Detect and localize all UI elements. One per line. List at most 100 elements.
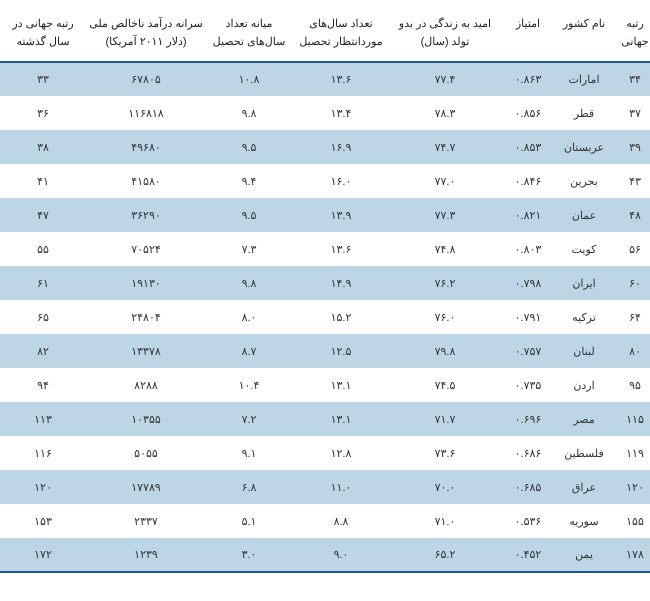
- table-row: ۴۳بحرین۰.۸۴۶۷۷.۰۱۶.۰۹.۴۴۱۵۸۰۴۱: [0, 164, 642, 198]
- cell: ۷۶.۲: [374, 266, 484, 300]
- cell: ۱۳.۴: [276, 96, 374, 130]
- cell: لبنان: [540, 334, 596, 368]
- cell: فلسطین: [540, 436, 596, 470]
- cell: ۷۴.۵: [374, 368, 484, 402]
- col-header-c0: رتبه جهانی: [596, 10, 642, 62]
- cell: ۱۵۳: [0, 504, 70, 538]
- cell: ۹.۱: [190, 436, 276, 470]
- cell: ۷۷.۳: [374, 198, 484, 232]
- cell: ۰.۴۵۲: [484, 538, 540, 572]
- cell: ۰.۸۰۳: [484, 232, 540, 266]
- cell: ۱۱۳: [0, 402, 70, 436]
- table-row: ۹۵اردن۰.۷۳۵۷۴.۵۱۳.۱۱۰.۴۸۲۸۸۹۴: [0, 368, 642, 402]
- cell: ۷.۳: [190, 232, 276, 266]
- cell: ۱۲۰: [0, 470, 70, 504]
- cell: ۱۷۷۸۹: [70, 470, 190, 504]
- cell: ۹۴: [0, 368, 70, 402]
- cell: کویت: [540, 232, 596, 266]
- table-row: ۱۱۵مصر۰.۶۹۶۷۱.۷۱۳.۱۷.۲۱۰۳۵۵۱۱۳: [0, 402, 642, 436]
- cell: ۱۰.۴: [190, 368, 276, 402]
- cell: ۳۶۲۹۰: [70, 198, 190, 232]
- cell: ۱۰۳۵۵: [70, 402, 190, 436]
- cell: ۵.۱: [190, 504, 276, 538]
- cell: ۶.۸: [190, 470, 276, 504]
- cell: ۱۵.۲: [276, 300, 374, 334]
- cell: ترکیه: [540, 300, 596, 334]
- cell: ۷۴.۸: [374, 232, 484, 266]
- cell: ۰.۶۸۶: [484, 436, 540, 470]
- cell: ۳۷: [596, 96, 642, 130]
- cell: ۷.۲: [190, 402, 276, 436]
- cell: ۷۹.۸: [374, 334, 484, 368]
- table-row: ۱۲۰عراق۰.۶۸۵۷۰.۰۱۱.۰۶.۸۱۷۷۸۹۱۲۰: [0, 470, 642, 504]
- table-row: ۵۶کویت۰.۸۰۳۷۴.۸۱۳.۶۷.۳۷۰۵۲۴۵۵: [0, 232, 642, 266]
- cell: ۱۱۵: [596, 402, 642, 436]
- table-row: ۳۴امارات۰.۸۶۳۷۷.۴۱۳.۶۱۰.۸۶۷۸۰۵۳۳: [0, 62, 642, 96]
- cell: یمن: [540, 538, 596, 572]
- cell: ۷۶.۰: [374, 300, 484, 334]
- table-row: ۶۰ایران۰.۷۹۸۷۶.۲۱۴.۹۹.۸۱۹۱۳۰۶۱: [0, 266, 642, 300]
- cell: ۶۵.۲: [374, 538, 484, 572]
- cell: ۰.۸۴۶: [484, 164, 540, 198]
- cell: ۷۷.۰: [374, 164, 484, 198]
- cell: ۴۳: [596, 164, 642, 198]
- cell: ۰.۸۶۳: [484, 62, 540, 96]
- cell: ۱۶.۹: [276, 130, 374, 164]
- cell: ۹.۸: [190, 96, 276, 130]
- cell: ۰.۸۵۳: [484, 130, 540, 164]
- col-header-c7: رتبه جهانی در سال گذشته: [0, 10, 70, 62]
- cell: ۱۱.۰: [276, 470, 374, 504]
- col-header-c4: تعداد سال‌های موردانتظار تحصیل: [276, 10, 374, 62]
- cell: ۶۴: [596, 300, 642, 334]
- cell: عراق: [540, 470, 596, 504]
- cell: ۷۱.۰: [374, 504, 484, 538]
- cell: ۱۳.۶: [276, 232, 374, 266]
- cell: عمان: [540, 198, 596, 232]
- cell: ۱۷۲: [0, 538, 70, 572]
- cell: ۶۵: [0, 300, 70, 334]
- cell: ۱۴.۹: [276, 266, 374, 300]
- cell: ۱۹۱۳۰: [70, 266, 190, 300]
- cell: ۰.۵۳۶: [484, 504, 540, 538]
- col-header-c6: سرانه درآمد ناخالص ملی (دلار ۲۰۱۱ آمریکا…: [70, 10, 190, 62]
- cell: ۶۱: [0, 266, 70, 300]
- table-row: ۸۰لبنان۰.۷۵۷۷۹.۸۱۲.۵۸.۷۱۳۳۷۸۸۲: [0, 334, 642, 368]
- data-table-wrapper: رتبه جهانینام کشورامتیازامید به زندگی در…: [0, 0, 650, 583]
- cell: ۱۱۹: [596, 436, 642, 470]
- cell: ۴۸: [596, 198, 642, 232]
- cell: ۲۴۸۰۴: [70, 300, 190, 334]
- cell: ۰.۶۸۵: [484, 470, 540, 504]
- table-header-row: رتبه جهانینام کشورامتیازامید به زندگی در…: [0, 10, 642, 62]
- cell: سوریه: [540, 504, 596, 538]
- cell: ۱۵۵: [596, 504, 642, 538]
- cell: ۷۷.۴: [374, 62, 484, 96]
- cell: ۱۳.۶: [276, 62, 374, 96]
- cell: ۸.۷: [190, 334, 276, 368]
- col-header-c5: میانه تعداد سال‌های تحصیل: [190, 10, 276, 62]
- cell: ۸.۰: [190, 300, 276, 334]
- cell: ۳۶: [0, 96, 70, 130]
- cell: ۹.۵: [190, 198, 276, 232]
- cell: ۵۵: [0, 232, 70, 266]
- cell: مصر: [540, 402, 596, 436]
- cell: ۱۲.۵: [276, 334, 374, 368]
- cell: ۰.۷۹۱: [484, 300, 540, 334]
- cell: ۹۵: [596, 368, 642, 402]
- cell: امارات: [540, 62, 596, 96]
- cell: اردن: [540, 368, 596, 402]
- cell: ۳۹: [596, 130, 642, 164]
- cell: بحرین: [540, 164, 596, 198]
- cell: ۳۴: [596, 62, 642, 96]
- col-header-c2: امتیاز: [484, 10, 540, 62]
- cell: ۰.۸۵۶: [484, 96, 540, 130]
- table-row: ۶۴ترکیه۰.۷۹۱۷۶.۰۱۵.۲۸.۰۲۴۸۰۴۶۵: [0, 300, 642, 334]
- cell: ۴۱: [0, 164, 70, 198]
- cell: ۸.۸: [276, 504, 374, 538]
- cell: ۷۸.۳: [374, 96, 484, 130]
- cell: ۱۷۸: [596, 538, 642, 572]
- cell: ۸۲: [0, 334, 70, 368]
- cell: ۹.۵: [190, 130, 276, 164]
- table-row: ۳۹عربستان۰.۸۵۳۷۴.۷۱۶.۹۹.۵۴۹۶۸۰۳۸: [0, 130, 642, 164]
- col-header-c1: نام کشور: [540, 10, 596, 62]
- table-row: ۴۸عمان۰.۸۲۱۷۷.۳۱۳.۹۹.۵۳۶۲۹۰۴۷: [0, 198, 642, 232]
